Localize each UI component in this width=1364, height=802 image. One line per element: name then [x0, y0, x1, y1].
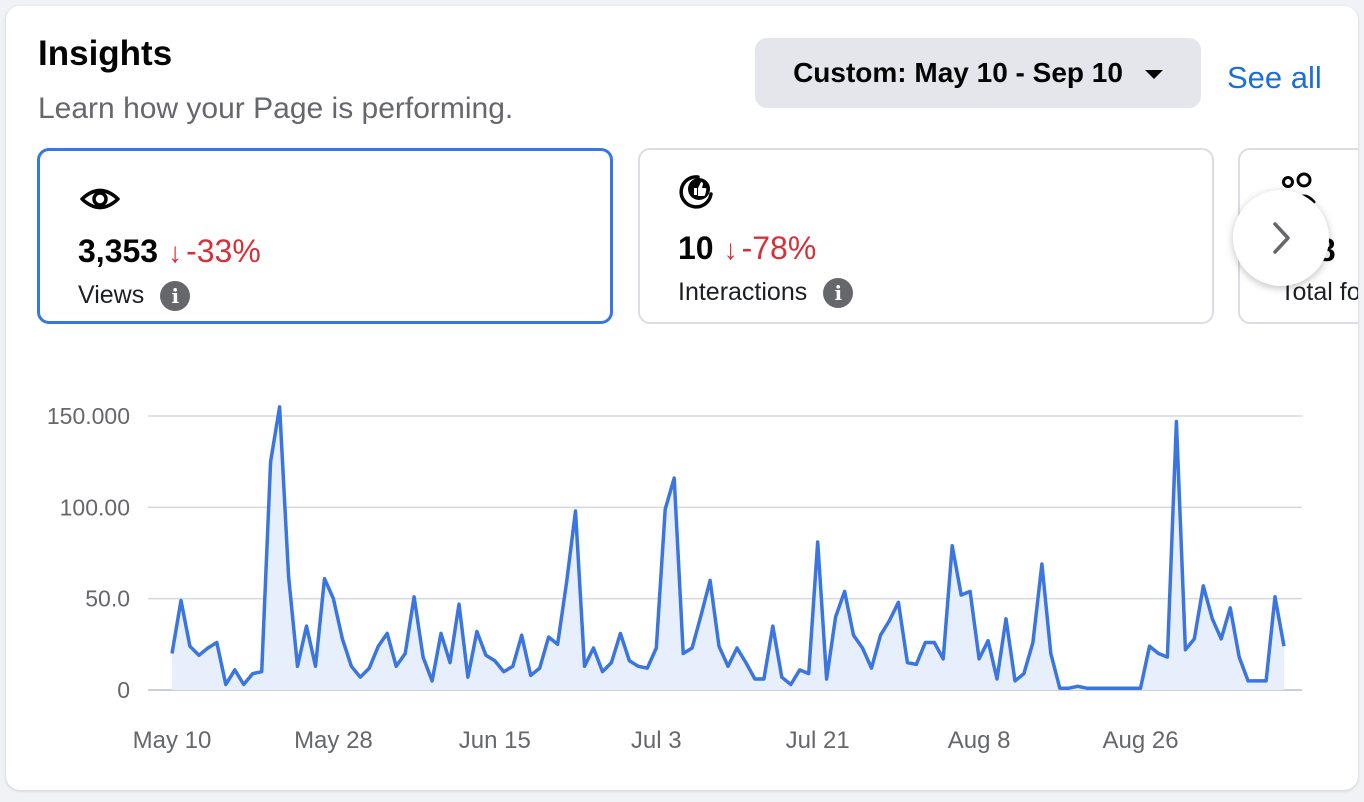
- x-tick-label: May 10: [133, 727, 212, 754]
- insights-card: Insights Learn how your Page is performi…: [6, 6, 1358, 790]
- x-tick-label: Aug 8: [948, 727, 1011, 754]
- interactions-label: Interactions: [678, 278, 808, 306]
- views-label-row: Views i: [78, 281, 191, 312]
- x-tick-label: Aug 26: [1102, 727, 1178, 754]
- x-tick-label: May 28: [294, 727, 373, 754]
- next-button[interactable]: [1233, 190, 1329, 286]
- y-tick-label: 0: [117, 677, 130, 703]
- caret-down-icon: [1144, 69, 1163, 79]
- views-value-row: 3,353 ↓ -33%: [78, 233, 261, 270]
- y-axis-ticks: 150.000 100.00 50.0 0: [47, 403, 130, 703]
- x-tick-label: Jul 21: [786, 727, 850, 754]
- thumbs-up-interaction-icon: [676, 172, 716, 212]
- views-value: 3,353: [78, 233, 159, 269]
- x-tick-label: Jun 15: [459, 727, 531, 754]
- info-icon[interactable]: i: [160, 281, 191, 312]
- info-icon[interactable]: i: [823, 278, 854, 309]
- views-label: Views: [78, 281, 145, 309]
- date-range-label: Custom: May 10 - Sep 10: [793, 57, 1123, 88]
- down-arrow-icon: ↓: [723, 234, 738, 265]
- see-all-link[interactable]: See all: [1227, 60, 1322, 95]
- x-tick-label: Jul 3: [631, 727, 682, 754]
- page-subtitle: Learn how your Page is performing.: [38, 92, 514, 125]
- chevron-right-icon: [1273, 222, 1290, 254]
- views-chart: 150.000 100.00 50.0 0 May 10 May 28 Jun 15 Jul…: [47, 403, 1302, 754]
- down-arrow-icon: ↓: [168, 237, 183, 268]
- interactions-metric-card[interactable]: 10 ↓ -78% Interactions i: [638, 148, 1214, 324]
- interactions-value-row: 10 ↓ -78%: [678, 230, 816, 267]
- y-tick-label: 150.000: [47, 403, 130, 429]
- views-metric-card[interactable]: 3,353 ↓ -33% Views i: [37, 148, 613, 324]
- x-axis-ticks: May 10 May 28 Jun 15 Jul 3 Jul 21 Aug 8 Aug 26: [133, 727, 1179, 754]
- views-line: [170, 405, 1286, 690]
- views-change: -33%: [186, 233, 261, 269]
- y-tick-label: 50.0: [85, 586, 130, 612]
- page-title: Insights: [38, 34, 173, 73]
- date-range-dropdown[interactable]: Custom: May 10 - Sep 10: [755, 38, 1201, 108]
- interactions-change: -78%: [741, 230, 817, 266]
- interactions-value: 10: [678, 230, 714, 266]
- views-area: [172, 406, 1284, 690]
- eye-icon: [80, 179, 120, 219]
- interactions-label-row: Interactions i: [678, 278, 854, 309]
- y-tick-label: 100.00: [60, 494, 130, 520]
